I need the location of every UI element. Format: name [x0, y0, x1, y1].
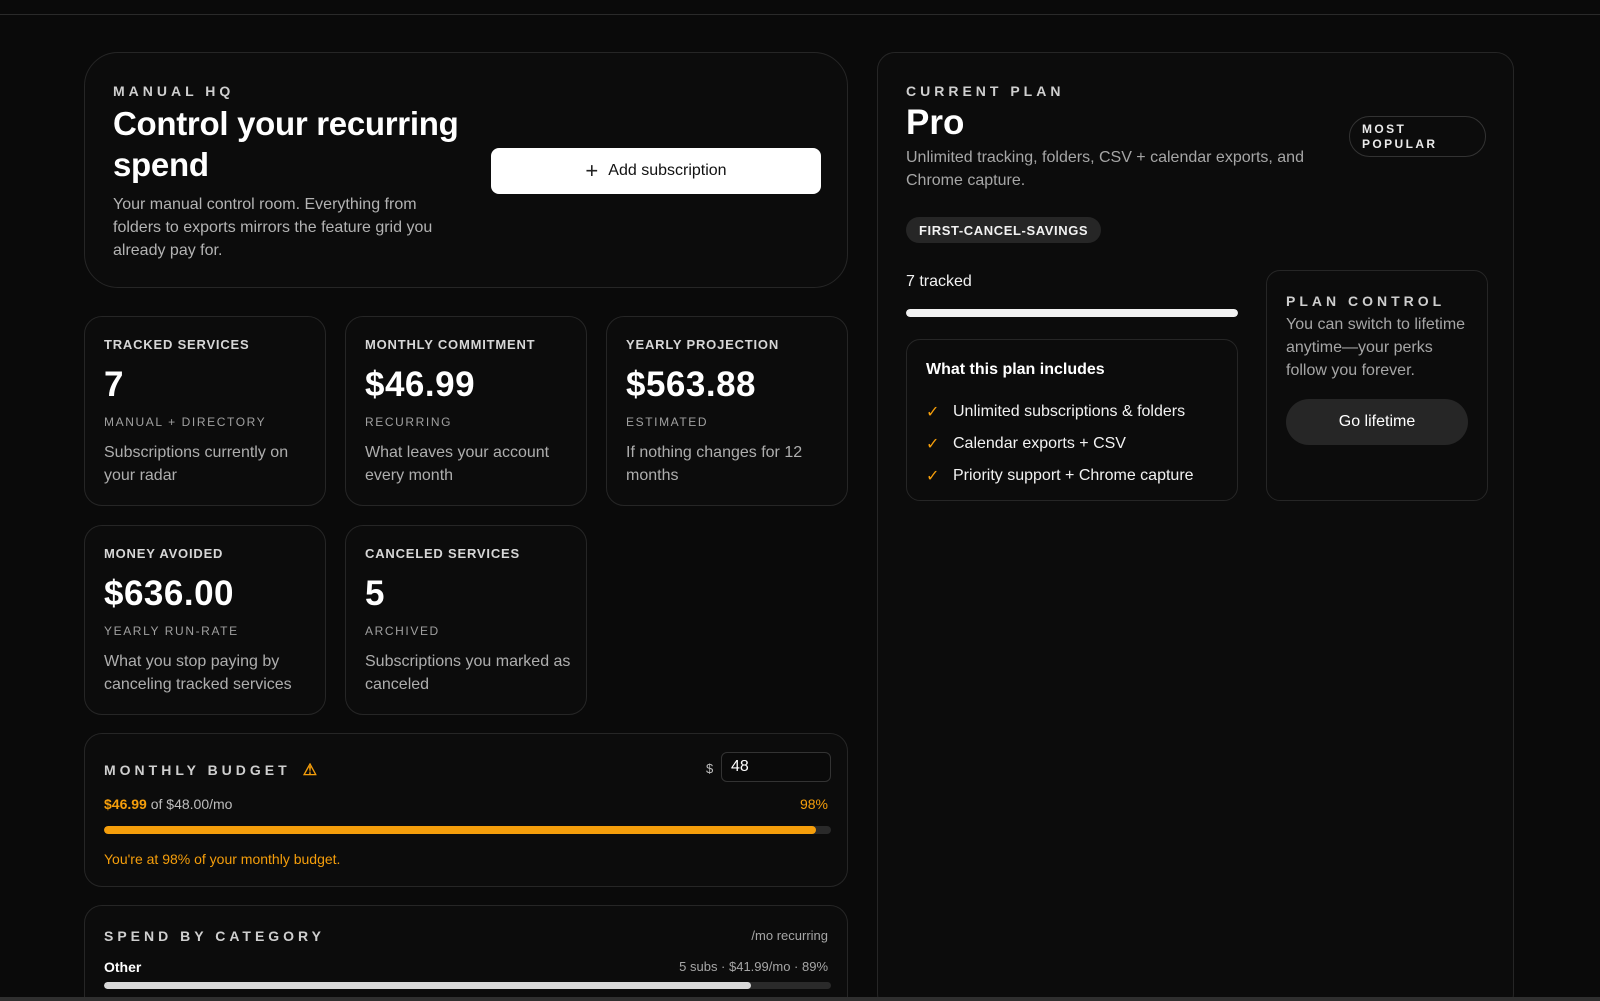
- stat-card-canceled: CANCELED SERVICES 5 ARCHIVED Subscriptio…: [345, 525, 587, 715]
- category-progress-fill: [104, 982, 752, 989]
- budget-limit-text: of $48.00/mo: [150, 796, 233, 812]
- budget-title: MONTHLY BUDGET: [104, 762, 291, 778]
- plan-description: Unlimited tracking, folders, CSV + calen…: [906, 149, 1304, 189]
- stat-card-yearly: YEARLY PROJECTION $563.88 ESTIMATED If n…: [606, 316, 848, 506]
- current-plan-card: CURRENT PLAN Pro Unlimited tracking, fol…: [877, 52, 1514, 1001]
- most-popular-badge: MOST POPULAR: [1349, 116, 1486, 157]
- list-item: ✓ Calendar exports + CSV: [926, 428, 1194, 460]
- stat-sublabel: RECURRING: [365, 415, 453, 429]
- check-icon: ✓: [926, 468, 940, 485]
- stat-description: What leaves your account every month: [365, 444, 550, 484]
- plus-icon: +: [585, 158, 599, 183]
- budget-spent-amount: $46.99: [104, 796, 147, 812]
- hero-card: MANUAL HQ Control your recurring spend Y…: [84, 52, 848, 288]
- category-meta: 5 subs · $41.99/mo · 89%: [679, 959, 828, 974]
- hero-description: Your manual control room. Everything fro…: [113, 196, 433, 259]
- stat-label: MONEY AVOIDED: [104, 546, 224, 561]
- spend-by-category-card: SPEND BY CATEGORY /mo recurring Other 5 …: [84, 905, 848, 1001]
- stat-card-tracked: TRACKED SERVICES 7 MANUAL + DIRECTORY Su…: [84, 316, 326, 506]
- add-subscription-label: Add subscription: [608, 162, 727, 179]
- stat-card-avoided: MONEY AVOIDED $636.00 YEARLY RUN-RATE Wh…: [84, 525, 326, 715]
- stat-label: MONTHLY COMMITMENT: [365, 337, 536, 352]
- plan-control-title: PLAN CONTROL: [1286, 293, 1446, 309]
- add-subscription-button[interactable]: + Add subscription: [491, 148, 821, 194]
- stat-sublabel: MANUAL + DIRECTORY: [104, 415, 267, 429]
- tracked-count: 7 tracked: [906, 273, 972, 290]
- category-unit-label: /mo recurring: [751, 928, 828, 943]
- stat-value: $46.99: [365, 365, 476, 404]
- plan-control-description: You can switch to lifetime anytime—your …: [1286, 316, 1466, 379]
- budget-input[interactable]: [721, 752, 831, 782]
- currency-symbol: $: [706, 761, 714, 776]
- stat-label: YEARLY PROJECTION: [626, 337, 780, 352]
- tracked-progress-bar: [906, 309, 1238, 317]
- budget-progress-fill: [104, 826, 817, 834]
- stat-label: CANCELED SERVICES: [365, 546, 520, 561]
- category-name: Other: [104, 959, 142, 975]
- stat-card-monthly: MONTHLY COMMITMENT $46.99 RECURRING What…: [345, 316, 587, 506]
- page-title: Control your recurring spend: [113, 105, 459, 183]
- list-item: ✓ Priority support + Chrome capture: [926, 460, 1194, 492]
- plan-control-card: PLAN CONTROL You can switch to lifetime …: [1266, 270, 1488, 501]
- stat-description: Subscriptions currently on your radar: [104, 444, 289, 484]
- stat-value: 5: [365, 574, 385, 613]
- list-item: ✓ Unlimited subscriptions & folders: [926, 396, 1194, 428]
- top-divider: [0, 14, 1600, 15]
- stat-value: 7: [104, 365, 124, 404]
- budget-progress-bar: [104, 826, 831, 834]
- hero-eyebrow: MANUAL HQ: [113, 83, 235, 99]
- category-title: SPEND BY CATEGORY: [104, 928, 325, 944]
- stat-sublabel: YEARLY RUN-RATE: [104, 624, 239, 638]
- check-icon: ✓: [926, 436, 940, 453]
- includes-title: What this plan includes: [926, 361, 1105, 378]
- budget-header: MONTHLY BUDGET ⚠: [104, 760, 317, 780]
- warning-icon: ⚠: [302, 762, 318, 779]
- stat-description: If nothing changes for 12 months: [626, 444, 803, 484]
- check-icon: ✓: [926, 404, 940, 421]
- plan-includes-card: What this plan includes ✓ Unlimited subsc…: [906, 339, 1238, 501]
- include-label: Calendar exports + CSV: [953, 435, 1126, 452]
- stat-value: $563.88: [626, 365, 757, 404]
- includes-list: ✓ Unlimited subscriptions & folders ✓ Cale…: [926, 396, 1194, 492]
- budget-spent: $46.99 of $48.00/mo: [104, 796, 232, 812]
- budget-warning-message: You're at 98% of your monthly budget.: [104, 851, 341, 867]
- tracked-progress-fill: [906, 309, 1238, 317]
- promo-code-badge: FIRST-CANCEL-SAVINGS: [906, 217, 1102, 243]
- stat-sublabel: ESTIMATED: [626, 415, 709, 429]
- bottom-divider: [0, 997, 1600, 1001]
- stat-label: TRACKED SERVICES: [104, 337, 250, 352]
- plan-eyebrow: CURRENT PLAN: [906, 83, 1065, 99]
- stat-sublabel: ARCHIVED: [365, 624, 440, 638]
- category-progress-bar: [104, 982, 831, 989]
- go-lifetime-button[interactable]: Go lifetime: [1286, 399, 1468, 445]
- include-label: Priority support + Chrome capture: [953, 467, 1194, 484]
- stat-description: Subscriptions you marked as canceled: [365, 653, 571, 693]
- include-label: Unlimited subscriptions & folders: [953, 403, 1186, 420]
- budget-percent: 98%: [799, 796, 828, 812]
- stat-value: $636.00: [104, 574, 235, 613]
- stat-description: What you stop paying by canceling tracke…: [104, 653, 292, 693]
- monthly-budget-card: MONTHLY BUDGET ⚠ $ $46.99 of $48.00/mo 9…: [84, 733, 848, 887]
- plan-name: Pro: [906, 103, 965, 142]
